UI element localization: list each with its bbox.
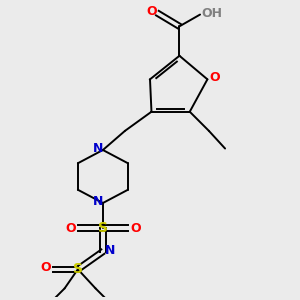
Text: S: S <box>98 221 108 235</box>
Text: N: N <box>93 142 104 155</box>
Text: O: O <box>40 261 51 274</box>
Text: N: N <box>105 244 116 257</box>
Text: O: O <box>146 5 157 18</box>
Text: O: O <box>130 221 141 235</box>
Text: S: S <box>73 262 83 276</box>
Text: OH: OH <box>201 7 222 20</box>
Text: N: N <box>93 195 104 208</box>
Text: O: O <box>65 221 76 235</box>
Text: O: O <box>209 71 220 84</box>
